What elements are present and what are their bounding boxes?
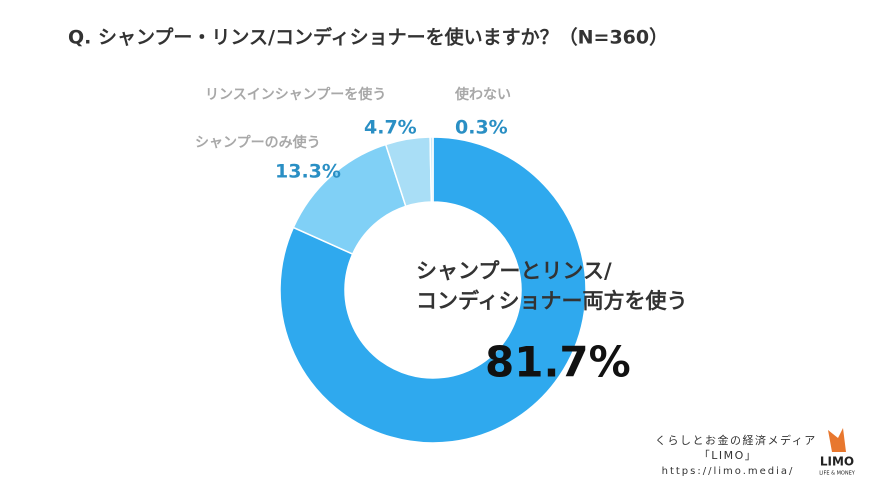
value-label: 4.7% xyxy=(364,117,417,139)
footer-brand: 「LIMO」 xyxy=(699,449,758,462)
logo-subtext: LIFE & MONEY xyxy=(819,471,856,477)
value-label: 81.7% xyxy=(485,338,631,387)
logo-text: LIMO xyxy=(820,455,854,469)
value-label: 13.3% xyxy=(275,161,341,183)
chart-title: Q. シャンプー・リンス/コンディショナーを使いますか？（N=360） xyxy=(68,26,668,49)
footer-url: https://limo.media/ xyxy=(662,466,795,477)
value-label: 0.3% xyxy=(455,117,508,139)
category-label: 使わない xyxy=(454,86,511,103)
footer-tagline: くらしとお金の経済メディア xyxy=(655,433,817,447)
main-category-label: シャンプーとリンス/ コンディショナー両方を使う xyxy=(416,259,688,313)
category-label: リンスインシャンプーを使う xyxy=(205,86,386,103)
donut-slice xyxy=(429,136,434,203)
category-label: シャンプーのみ使う xyxy=(195,134,321,151)
donut-slice xyxy=(279,136,587,444)
logo-icon xyxy=(828,428,846,452)
